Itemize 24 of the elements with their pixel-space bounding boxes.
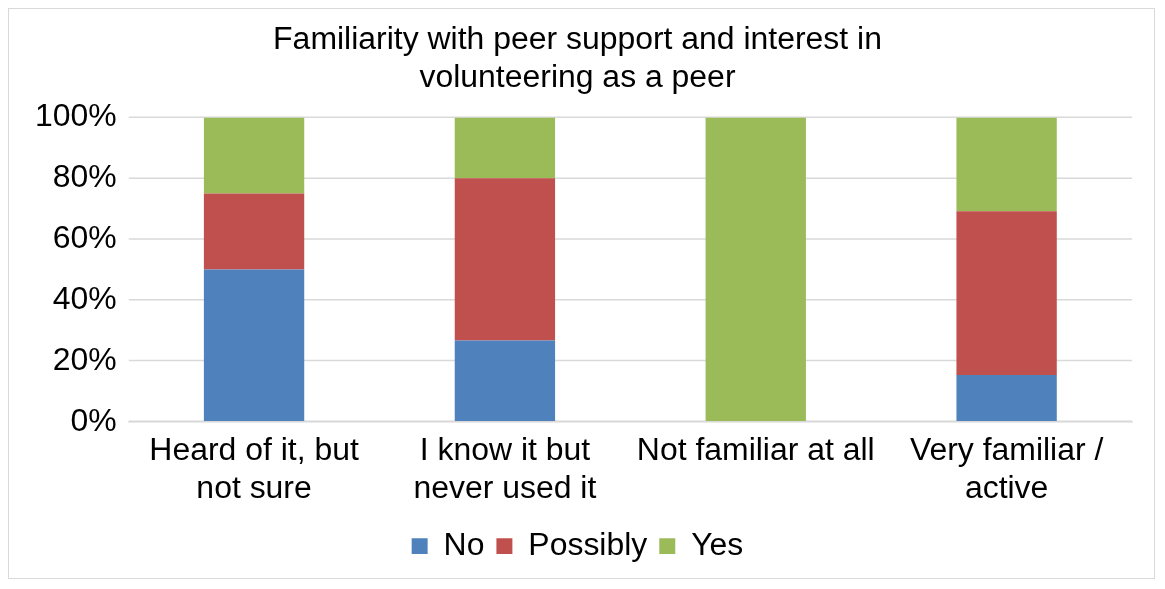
bar [454, 117, 556, 179]
bar [705, 117, 806, 421]
x-tick-label: Heard of it, but not sure [149, 430, 359, 505]
chart-title: Familiarity with peer support and interest in volunteering as a peer [273, 19, 882, 95]
x-tick-label: I know it but never used it [413, 430, 597, 505]
bar [203, 193, 305, 270]
y-tick-label: 0% [70, 401, 117, 438]
bar [454, 340, 556, 421]
y-tick-label: 100% [34, 97, 117, 134]
x-tick-label: Not familiar at all [636, 430, 875, 467]
bar [203, 269, 305, 421]
bar [956, 374, 1057, 421]
legend-label: Possibly [528, 525, 648, 562]
bar [956, 211, 1057, 375]
bar [454, 178, 556, 341]
y-tick-label: 60% [52, 218, 117, 255]
y-tick-label: 40% [52, 279, 117, 316]
y-tick-label: 20% [52, 340, 117, 377]
x-tick-label: Very familiar / active [909, 430, 1104, 505]
legend-label: Yes [691, 525, 744, 562]
bar [203, 117, 305, 194]
legend-label: No [443, 525, 485, 562]
y-tick-label: 80% [52, 158, 117, 195]
bar [956, 117, 1057, 212]
